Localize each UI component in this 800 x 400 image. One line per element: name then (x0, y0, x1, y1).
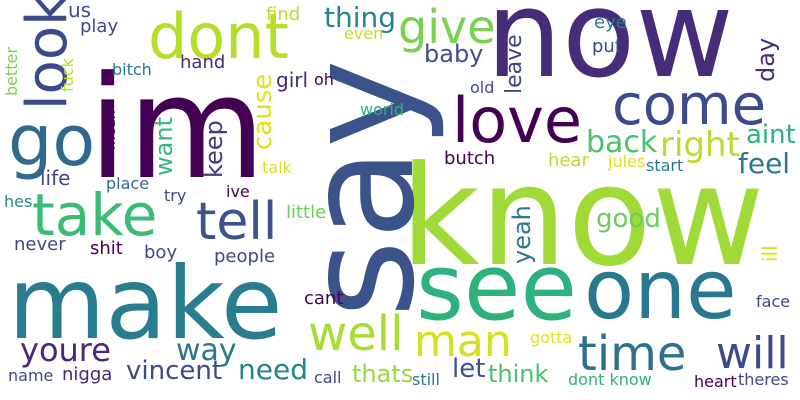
word: old (470, 78, 495, 97)
word: gotta (530, 328, 573, 347)
word: right (660, 125, 740, 165)
word: place (106, 174, 150, 193)
word: let (452, 354, 486, 384)
word: time (578, 326, 687, 382)
word: man (414, 316, 512, 367)
word: us (68, 0, 92, 22)
word: ill (758, 245, 782, 262)
word: nigga (62, 364, 113, 385)
word: face (756, 292, 791, 311)
word: life (40, 166, 71, 190)
word: know (400, 136, 765, 297)
word: feel (738, 147, 791, 180)
word: play (80, 16, 119, 37)
word: now (486, 0, 734, 105)
word: talk (262, 158, 292, 177)
word: well (308, 306, 404, 362)
word: keep (200, 120, 228, 178)
word: say (274, 59, 448, 318)
word: still (412, 370, 440, 389)
word: take (32, 181, 158, 249)
word: leave (502, 34, 527, 94)
word: cause (248, 73, 278, 150)
word: hear (548, 150, 589, 171)
word: youre (20, 331, 111, 369)
word: theres (738, 370, 789, 389)
word: thing (324, 1, 397, 34)
word: never (14, 234, 66, 255)
word: oh (314, 70, 334, 89)
word: way (176, 333, 237, 368)
word: tell (196, 192, 278, 252)
word: find (266, 4, 301, 25)
word: better (2, 47, 21, 96)
word: name (8, 366, 54, 385)
word: shit (90, 238, 123, 259)
word: even (344, 24, 384, 43)
word: jules (608, 152, 646, 171)
word: back (586, 125, 658, 160)
word: bitch (112, 60, 152, 79)
word: cant (304, 288, 344, 309)
word: aint (746, 120, 796, 150)
word: mean (103, 110, 119, 150)
word: day (752, 37, 780, 82)
word: boy (144, 242, 178, 263)
word: give (398, 0, 496, 54)
word: little (286, 202, 327, 223)
word: heart (694, 372, 737, 391)
word: world (360, 100, 405, 119)
word: thats (352, 360, 414, 388)
word: eye (594, 12, 627, 33)
word: make (8, 245, 283, 362)
word: love (452, 84, 582, 157)
word: want (150, 117, 178, 176)
word: ive (226, 182, 250, 201)
word: start (646, 156, 684, 175)
word: call (314, 368, 342, 387)
word: think (488, 360, 549, 388)
word: put (592, 36, 622, 57)
word: will (716, 328, 789, 379)
word: dont know (568, 370, 652, 389)
word: girl (276, 68, 309, 92)
word: need (238, 353, 308, 386)
word: yeah (508, 205, 536, 264)
word: try (164, 186, 187, 205)
word: go (8, 100, 96, 182)
word: baby (424, 40, 484, 68)
word: vincent (126, 356, 223, 386)
word: butch (444, 148, 496, 169)
word: come (612, 73, 767, 138)
word: good (596, 204, 661, 234)
word: fuck (58, 58, 77, 92)
word: hes (4, 192, 33, 211)
word: dont (148, 0, 289, 73)
word: hand (180, 52, 226, 73)
word: one (584, 243, 737, 338)
word: people (214, 246, 276, 267)
word: see (416, 234, 578, 341)
word: im (88, 46, 266, 211)
